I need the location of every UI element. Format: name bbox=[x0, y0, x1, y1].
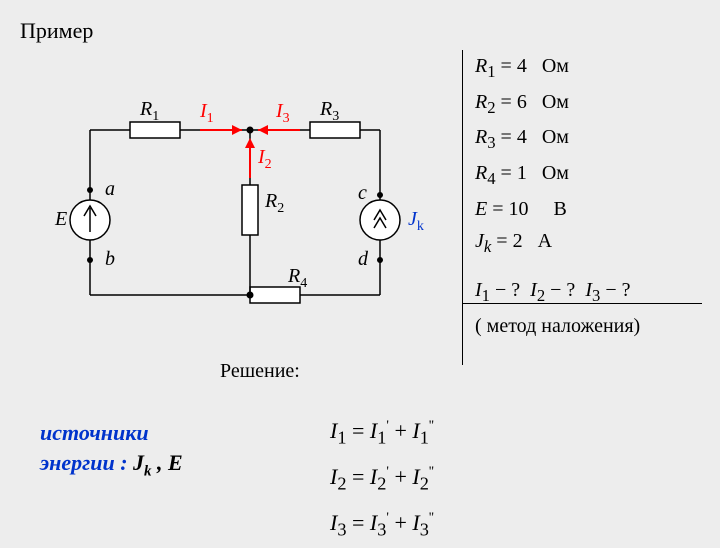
label-r2: R2 bbox=[265, 190, 284, 217]
solution-label: Решение: bbox=[220, 360, 300, 383]
param-r3: R3 = 4 Ом bbox=[475, 121, 640, 157]
param-method: ( метод наложения) bbox=[475, 310, 640, 342]
eq-i3: I3 = I3' + I3'' bbox=[330, 502, 434, 548]
param-jk: Jk = 2 А bbox=[475, 225, 640, 261]
node-a: a bbox=[105, 178, 115, 201]
sources-line2: энергии : Jk , E bbox=[40, 450, 183, 480]
label-e: E bbox=[55, 208, 67, 231]
node-d: d bbox=[358, 248, 368, 271]
label-i2: I2 bbox=[258, 146, 272, 173]
param-r2: R2 = 6 Ом bbox=[475, 86, 640, 122]
eq-i2: I2 = I2' + I2'' bbox=[330, 456, 434, 502]
label-i3: I3 bbox=[276, 100, 290, 127]
superposition-eqs: I1 = I1' + I1'' I2 = I2' + I2'' I3 = I3'… bbox=[330, 410, 434, 548]
param-ask: I1 − ? I2 − ? I3 − ? bbox=[475, 274, 640, 310]
param-e: E = 10 В bbox=[475, 193, 640, 225]
label-r1: R1 bbox=[140, 98, 159, 125]
label-i1: I1 bbox=[200, 100, 214, 127]
label-r3: R3 bbox=[320, 98, 339, 125]
circuit-diagram: R1 R3 R2 R4 E Jk I1 I3 I2 a b c d bbox=[60, 100, 440, 345]
params-block: R1 = 4 Ом R2 = 6 Ом R3 = 4 Ом R4 = 1 Ом … bbox=[475, 50, 640, 342]
circuit-svg bbox=[60, 100, 440, 340]
label-jk: Jk bbox=[408, 208, 424, 235]
node-b: b bbox=[105, 248, 115, 271]
eq-i1: I1 = I1' + I1'' bbox=[330, 410, 434, 456]
page-title: Пример bbox=[20, 18, 93, 44]
label-r4: R4 bbox=[288, 265, 307, 292]
params-divider bbox=[462, 50, 463, 365]
sources-line1: источники bbox=[40, 420, 149, 446]
param-r1: R1 = 4 Ом bbox=[475, 50, 640, 86]
node-c: c bbox=[358, 182, 367, 205]
param-r4: R4 = 1 Ом bbox=[475, 157, 640, 193]
